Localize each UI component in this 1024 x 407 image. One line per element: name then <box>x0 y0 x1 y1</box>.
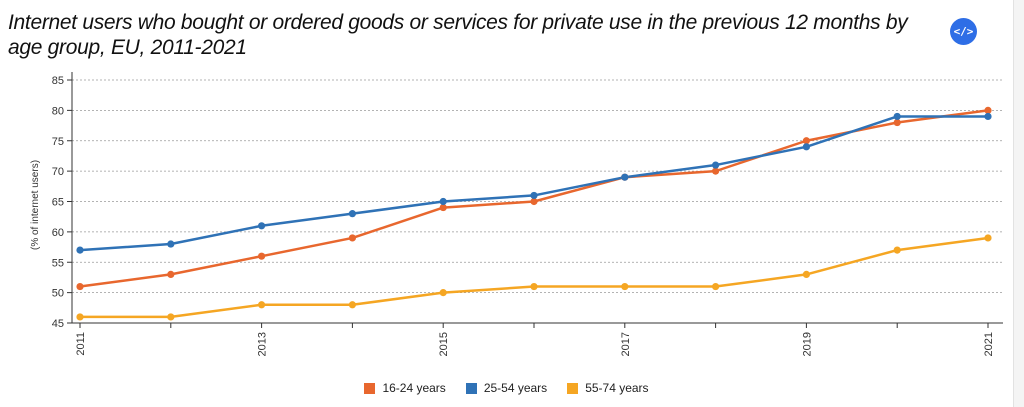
x-tick-label: 2011 <box>75 332 87 356</box>
data-point[interactable] <box>530 282 538 291</box>
data-point[interactable] <box>348 234 356 242</box>
data-point[interactable] <box>258 222 266 230</box>
x-tick-label: 2013 <box>257 332 269 356</box>
data-point[interactable] <box>258 252 266 260</box>
data-point[interactable] <box>348 301 356 309</box>
data-point[interactable] <box>984 106 992 114</box>
data-point[interactable] <box>621 282 629 291</box>
y-tick-label: 55 <box>52 257 64 269</box>
code-embed-button[interactable]: </> <box>950 18 977 45</box>
data-point[interactable] <box>712 282 720 291</box>
legend-swatch <box>364 382 376 394</box>
y-tick-label: 65 <box>52 197 64 209</box>
y-axis: 45 50 55 60 65 70 75 80 85 <box>52 72 73 330</box>
chart-title: Internet users who bought or ordered goo… <box>8 11 908 59</box>
data-point[interactable] <box>984 234 992 242</box>
legend-item[interactable]: 16-24 years <box>364 381 446 395</box>
data-point[interactable] <box>893 112 901 121</box>
x-tick-label: 2017 <box>620 332 632 356</box>
data-point[interactable] <box>984 112 992 121</box>
legend-item[interactable]: 25-54 years <box>465 381 548 395</box>
data-point[interactable] <box>439 197 447 206</box>
gridlines <box>72 79 1003 294</box>
data-point[interactable] <box>76 282 84 291</box>
data-point[interactable] <box>76 313 84 321</box>
y-axis-title: (% of internet users) <box>30 160 41 250</box>
legend-label: 16-24 years <box>382 381 446 395</box>
data-point[interactable] <box>76 246 84 254</box>
y-tick-label: 50 <box>52 288 64 300</box>
chart-legend: 16-24 years 25-54 years 55-74 years <box>0 381 1013 395</box>
data-point[interactable] <box>893 246 901 254</box>
x-tick-label: 2019 <box>801 332 813 356</box>
y-tick-label: 60 <box>52 227 64 239</box>
y-tick-label: 75 <box>52 136 64 148</box>
series-lines <box>76 106 992 321</box>
legend-label: 55-74 years <box>585 381 649 395</box>
series-line <box>80 236 989 319</box>
data-point[interactable] <box>530 191 538 200</box>
legend-swatch <box>567 382 579 394</box>
x-axis: 2011 2013 2015 2017 2019 2021 <box>72 322 1003 356</box>
data-point[interactable] <box>167 313 175 321</box>
x-tick-label: 2021 <box>983 332 995 356</box>
y-tick-label: 45 <box>52 318 64 330</box>
data-point[interactable] <box>167 270 175 278</box>
data-point[interactable] <box>621 173 629 181</box>
y-tick-label: 70 <box>52 166 64 178</box>
y-tick-label: 80 <box>52 105 64 117</box>
data-point[interactable] <box>893 118 901 127</box>
legend-label: 25-54 years <box>483 381 548 395</box>
scrollbar-track[interactable] <box>1013 0 1024 407</box>
y-tick-label: 85 <box>52 75 64 87</box>
data-point[interactable] <box>439 203 447 212</box>
x-tick-label: 2015 <box>438 332 450 356</box>
data-point[interactable] <box>258 301 266 309</box>
code-embed-icon: </> <box>953 25 974 38</box>
legend-item[interactable]: 55-74 years <box>567 381 649 395</box>
data-point[interactable] <box>802 270 811 278</box>
series-line <box>79 115 988 252</box>
data-point[interactable] <box>348 210 356 218</box>
data-point[interactable] <box>530 197 538 206</box>
data-point[interactable] <box>712 161 720 169</box>
data-point[interactable] <box>439 289 447 297</box>
data-point[interactable] <box>167 240 175 248</box>
legend-swatch <box>465 382 477 394</box>
data-point[interactable] <box>802 143 811 151</box>
data-point[interactable] <box>802 137 811 145</box>
data-point[interactable] <box>712 167 720 175</box>
